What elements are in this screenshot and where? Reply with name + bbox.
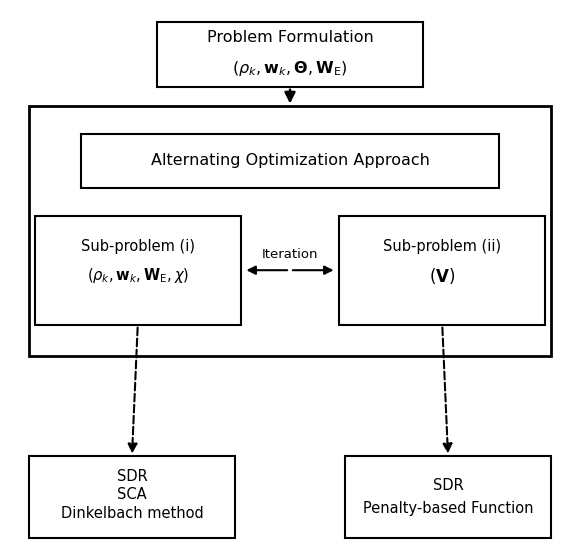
Bar	[35, 216, 241, 325]
Text: SCA: SCA	[117, 487, 147, 502]
Text: $(\rho_k,\mathbf{w}_k,\mathbf{\Theta},\mathbf{W}_{\mathrm{E}})$: $(\rho_k,\mathbf{w}_k,\mathbf{\Theta},\m…	[232, 59, 348, 78]
Text: Dinkelbach method: Dinkelbach method	[60, 506, 204, 521]
Text: Penalty-based Function: Penalty-based Function	[363, 501, 533, 516]
Bar	[29, 456, 235, 538]
Text: SDR: SDR	[117, 469, 147, 484]
Bar	[157, 22, 423, 87]
Text: Sub-problem (ii): Sub-problem (ii)	[383, 239, 501, 254]
Text: Alternating Optimization Approach: Alternating Optimization Approach	[151, 153, 429, 169]
Text: Problem Formulation: Problem Formulation	[206, 30, 374, 45]
Text: $(\mathbf{V})$: $(\mathbf{V})$	[429, 266, 455, 286]
Bar	[81, 134, 499, 188]
Text: SDR: SDR	[433, 478, 463, 493]
Text: $(\rho_k,\mathbf{w}_k,\mathbf{W}_{\mathrm{E}},\chi)$: $(\rho_k,\mathbf{w}_k,\mathbf{W}_{\mathr…	[86, 267, 189, 285]
Text: Sub-problem (i): Sub-problem (i)	[81, 239, 195, 254]
Text: Iteration: Iteration	[262, 248, 318, 261]
Bar	[339, 216, 545, 325]
Bar	[345, 456, 551, 538]
Bar	[29, 106, 551, 356]
